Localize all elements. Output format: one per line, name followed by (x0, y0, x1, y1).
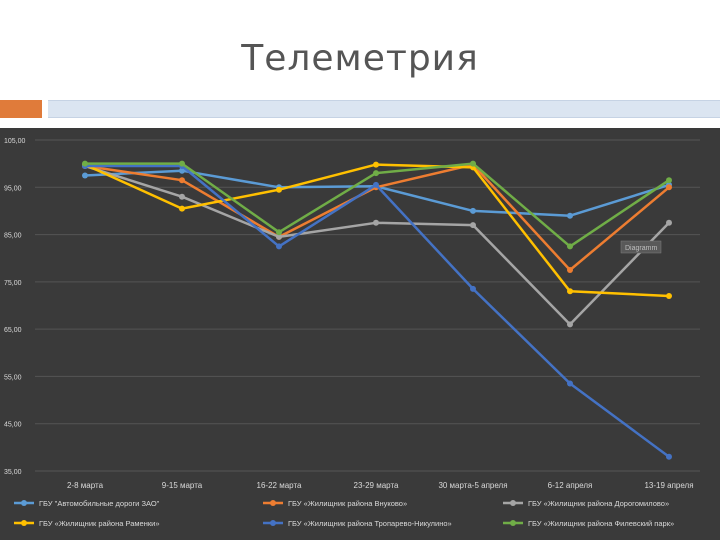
data-point (276, 186, 282, 193)
line-chart: 105,00 95,00 85,00 75,00 65,00 55,00 45,00 35,0… (4, 138, 700, 528)
data-point (276, 243, 282, 250)
annotation-box (620, 240, 662, 254)
data-point (567, 243, 573, 250)
data-point (470, 207, 476, 214)
data-point (373, 181, 379, 188)
data-point (567, 212, 573, 219)
data-point (666, 453, 672, 460)
series (82, 161, 672, 273)
y-tick-label: 55,00 (4, 374, 22, 381)
data-point (276, 229, 282, 236)
x-axis-ticks: 2-8 марта 9-15 марта 16-22 марта 23-29 март… (67, 481, 694, 490)
data-point (179, 193, 185, 200)
data-point (373, 170, 379, 177)
x-tick-label: 13-19 апреля (644, 481, 693, 490)
accent-bar-orange (0, 100, 42, 118)
x-tick-label: 23-29 марта (354, 481, 399, 490)
data-point (470, 160, 476, 167)
y-axis-ticks: 105,00 95,00 85,00 75,00 65,00 55,00 45,00 35,0… (4, 138, 26, 476)
data-point (666, 177, 672, 184)
legend-marker (510, 500, 516, 506)
data-point (179, 177, 185, 184)
data-point (373, 219, 379, 226)
data-point (470, 222, 476, 229)
legend-marker (21, 520, 27, 526)
legend-label: ГБУ "Автомобильные дороги ЗАО" (39, 499, 160, 508)
legend-label: ГБУ «Жилищник района Дорогомилово» (528, 499, 669, 508)
data-point (567, 321, 573, 328)
chart-area: 105,00 95,00 85,00 75,00 65,00 55,00 45,00 35,0… (0, 128, 720, 540)
data-point (179, 205, 185, 212)
legend: ГБУ "Автомобильные дороги ЗАО" ГБУ «Жилищ… (14, 499, 674, 528)
data-point (373, 161, 379, 168)
data-point (567, 288, 573, 295)
chart-annotation: Diagramm (620, 240, 662, 254)
legend-marker (510, 520, 516, 526)
y-tick-label: 35,00 (4, 469, 22, 476)
data-point (179, 160, 185, 167)
legend-marker (21, 500, 27, 506)
grid-lines (35, 139, 700, 472)
data-point (179, 167, 185, 174)
legend-label: ГБУ «Жилищник района Раменки» (39, 519, 160, 528)
x-tick-label: 2-8 марта (67, 481, 104, 490)
y-tick-label: 95,00 (4, 185, 22, 192)
y-tick-label: 65,00 (4, 327, 22, 334)
data-point (567, 380, 573, 387)
legend-marker (270, 520, 276, 526)
accent-bar-blue (48, 100, 720, 118)
data-point (666, 219, 672, 226)
legend-label: ГБУ «Жилищник района Филевский парк» (528, 519, 674, 528)
data-point (276, 233, 282, 240)
series-lines (82, 160, 672, 460)
legend-label: ГБУ «Жилищник района Внуково» (288, 499, 407, 508)
annotation-label: Diagramm (625, 245, 657, 252)
y-tick-label: 85,00 (4, 233, 22, 240)
x-tick-label: 16-22 марта (257, 481, 302, 490)
y-tick-label: 105,00 (4, 138, 26, 145)
data-point (470, 285, 476, 292)
data-point (82, 160, 88, 167)
data-point (82, 172, 88, 179)
x-tick-label: 9-15 марта (162, 481, 203, 490)
legend-marker (270, 500, 276, 506)
series (82, 160, 672, 250)
x-tick-label: 6-12 апреля (548, 481, 593, 490)
data-point (666, 184, 672, 191)
slide-title: Телеметрия (241, 38, 479, 79)
x-tick-label: 30 марта-5 апреля (438, 481, 507, 490)
y-tick-label: 45,00 (4, 422, 22, 429)
series-line (84, 163, 670, 272)
data-point (567, 267, 573, 273)
data-point (666, 293, 672, 299)
legend-label: ГБУ «Жилищник района Тропарево-Никулино» (288, 519, 452, 528)
y-tick-label: 75,00 (4, 280, 22, 287)
